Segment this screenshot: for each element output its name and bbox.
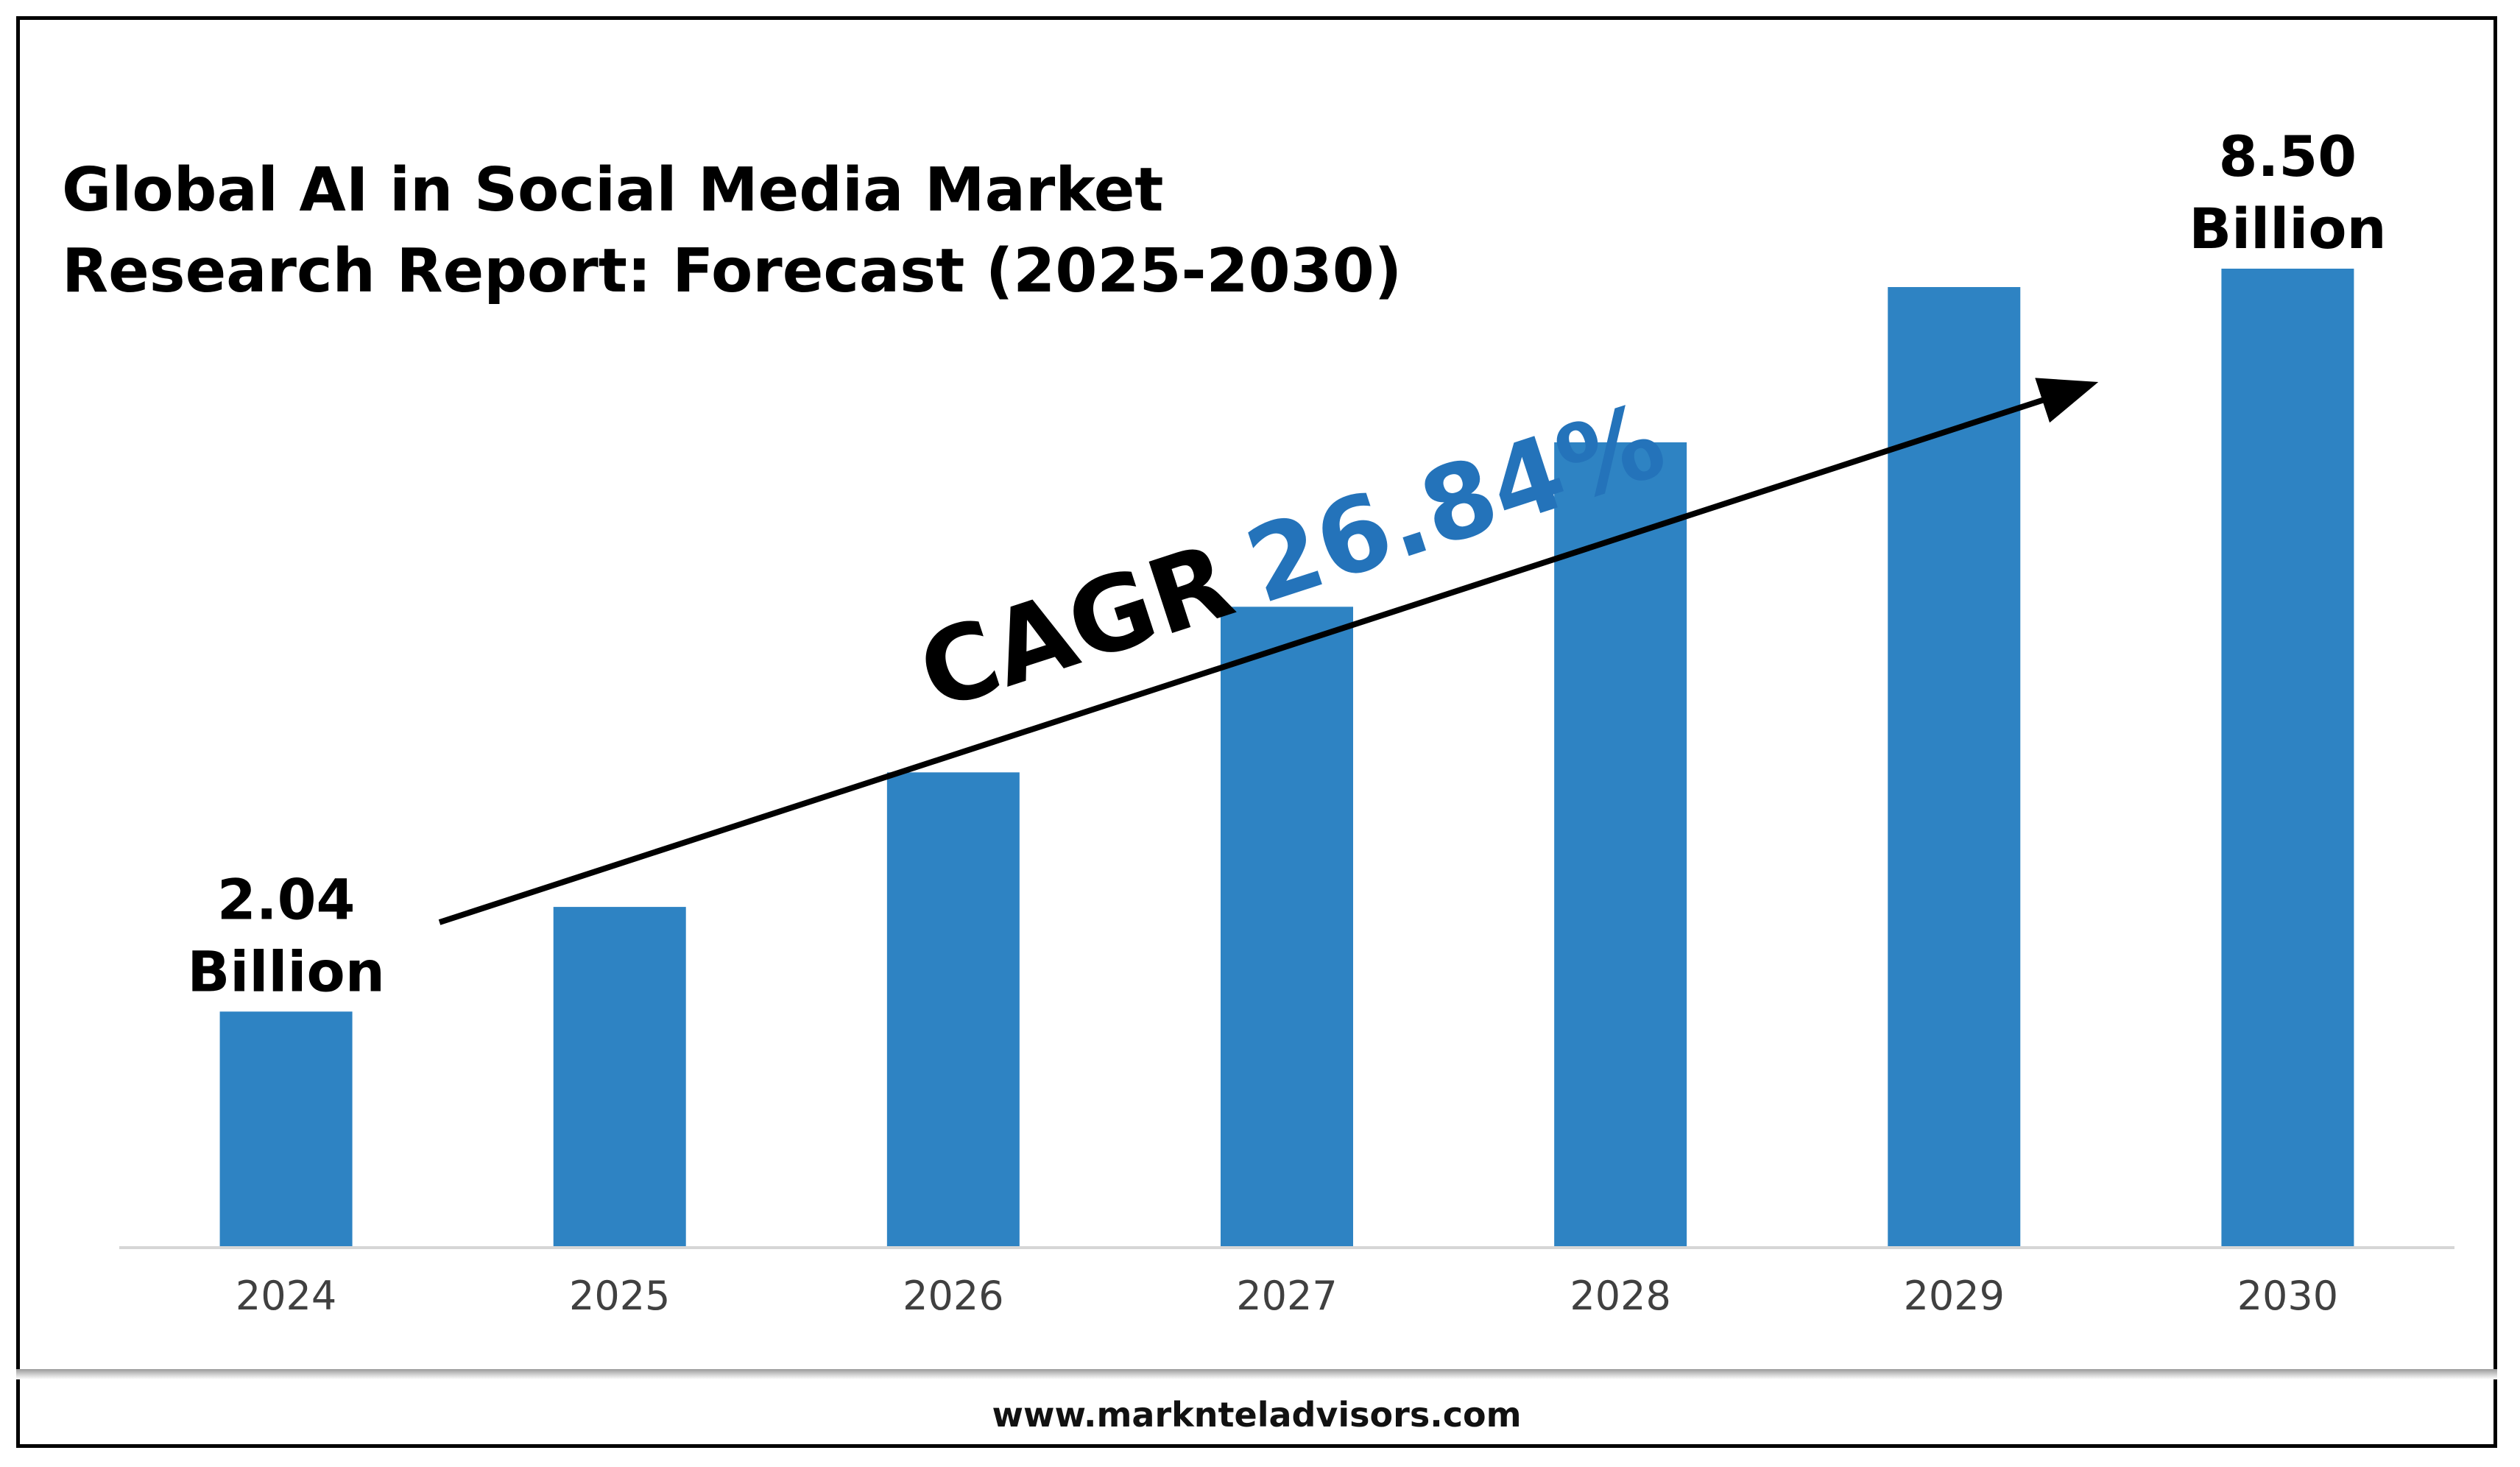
bar-2024 [219,1011,353,1246]
data-label-2030-line-2: Billion [2189,196,2386,261]
x-tick-label-2030: 2030 [2237,1273,2338,1319]
bar-2025 [553,907,686,1246]
x-tick-label-2026: 2026 [903,1273,1003,1319]
data-label-2024-line-1: 2.04 [217,866,356,932]
x-tick-label-2029: 2029 [1904,1273,2005,1319]
bar-2027 [1221,607,1353,1246]
data-label-2030-line-1: 8.50 [2219,124,2357,189]
bar-2029 [1888,286,2021,1247]
bar-2026 [886,772,1020,1246]
x-tick-label-2028: 2028 [1570,1273,1670,1319]
x-tick-label-2024: 2024 [236,1273,336,1319]
trend-arrow [438,378,2099,925]
chart-title-line-2: Research Report: Forecast (2025-2030) [62,236,1402,306]
bar-2028 [1554,442,1687,1246]
footer-divider [16,1369,2497,1379]
data-label-2024-line-2: Billion [187,938,384,1004]
bar-2030 [2221,268,2354,1246]
x-tick-label-2025: 2025 [569,1273,670,1319]
chart-title-line-1: Global AI in Social Media Market [62,155,1164,225]
cagr-label: CAGR [906,521,1246,734]
x-tick-label-2027: 2027 [1236,1273,1337,1319]
footer-url[interactable]: www.marknteladvisors.com [992,1395,1522,1435]
